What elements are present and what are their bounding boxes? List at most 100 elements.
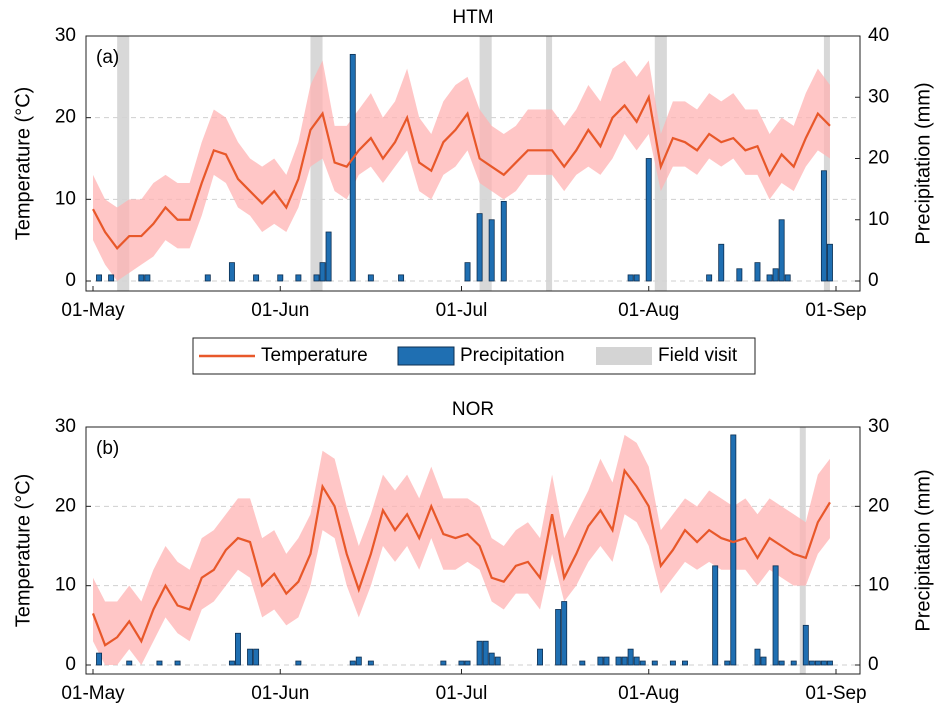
precip-bar xyxy=(500,200,507,282)
precip-bar xyxy=(682,660,688,666)
y-axis-label: Temperature (°C) xyxy=(12,474,34,628)
precip-bar xyxy=(826,660,833,666)
precip-bar xyxy=(126,660,133,666)
precip-bar xyxy=(458,660,465,666)
precip-bar xyxy=(645,158,652,282)
y-tick-label: 20 xyxy=(55,107,76,128)
precip-bar xyxy=(820,170,827,282)
precip-bar xyxy=(561,601,568,666)
y-axis-label: Temperature (°C) xyxy=(12,87,34,241)
y-tick-label: 0 xyxy=(65,654,76,675)
precip-bar xyxy=(760,656,767,666)
y2-axis-label: Precipitation (mm) xyxy=(912,469,934,631)
panel-label: (a) xyxy=(96,47,119,68)
precip-bar xyxy=(754,648,761,666)
precip-bar xyxy=(313,274,320,282)
y2-tick-label: 10 xyxy=(868,575,889,596)
temperature-line xyxy=(92,93,831,251)
legend-box xyxy=(192,337,756,375)
precip-bar xyxy=(712,565,719,666)
x-tick-label: 01-Jun xyxy=(251,683,309,704)
precip-bar xyxy=(784,274,791,282)
plot-frame xyxy=(85,426,861,675)
precip-bar xyxy=(235,632,241,666)
x-tick-label: 01-May xyxy=(61,683,125,704)
precip-bar xyxy=(440,660,447,666)
y2-tick-label: 30 xyxy=(868,416,889,437)
precip-bar xyxy=(488,652,495,666)
precip-bar xyxy=(597,656,604,666)
precip-bar xyxy=(778,660,785,666)
precip-bar xyxy=(108,274,115,282)
legend: Temperature Precipitation Field visit xyxy=(192,337,756,375)
precip-bar xyxy=(724,660,731,666)
y2-tick-label: 0 xyxy=(868,654,879,675)
plot-frame xyxy=(85,35,861,292)
y2-tick-label: 20 xyxy=(868,148,889,169)
precip-bar xyxy=(754,262,761,282)
precip-bar xyxy=(96,652,103,666)
precip-bar xyxy=(367,274,374,282)
precip-bar xyxy=(826,243,833,282)
precip-bar xyxy=(802,624,809,666)
precip-bar xyxy=(144,274,151,282)
y2-tick-label: 30 xyxy=(868,86,889,107)
y2-tick-label: 0 xyxy=(868,270,879,291)
precip-bar xyxy=(736,268,743,282)
precip-bar xyxy=(476,640,483,666)
precip-bar xyxy=(355,656,362,666)
x-tick-label: 01-Sep xyxy=(805,300,866,321)
precip-bar xyxy=(555,609,562,666)
precip-bar xyxy=(482,640,489,666)
y2-tick-label: 40 xyxy=(868,25,889,46)
legend-swatch xyxy=(397,346,455,366)
x-tick-label: 01-May xyxy=(61,300,125,321)
x-tick-label: 01-Aug xyxy=(618,300,679,321)
precip-bar xyxy=(651,660,658,666)
precip-bar xyxy=(488,219,495,282)
legend-label: Temperature xyxy=(261,345,368,366)
legend-swatch xyxy=(596,347,652,365)
y-tick-label: 20 xyxy=(55,495,76,516)
precip-bar xyxy=(537,648,543,666)
y-tick-label: 0 xyxy=(65,270,76,291)
precip-bar xyxy=(772,268,779,282)
y-tick-label: 30 xyxy=(55,416,76,437)
panel-label: (b) xyxy=(96,438,119,459)
precip-bar xyxy=(464,262,471,282)
panel: 0 10 20 30 0 10 20 30 40 01-May 01-Jun 01-Jul 01-Aug… xyxy=(12,7,934,321)
precip-bar xyxy=(766,274,773,282)
precip-bar xyxy=(319,262,326,282)
precip-bar xyxy=(814,660,821,666)
precip-bar xyxy=(579,660,586,666)
precip-bar xyxy=(204,274,211,282)
precip-bar xyxy=(669,660,676,666)
field-visit xyxy=(823,36,830,291)
precip-bar xyxy=(138,274,145,282)
precip-bar xyxy=(247,648,254,666)
precip-bar xyxy=(349,660,356,666)
precip-bar xyxy=(603,656,610,666)
precip-bar xyxy=(367,660,374,666)
precip-bar xyxy=(627,648,634,666)
precip-bar xyxy=(228,660,235,666)
precip-bar xyxy=(398,274,405,282)
precip-bar xyxy=(615,656,622,666)
precip-bar xyxy=(156,660,163,666)
precip-bar xyxy=(778,219,785,282)
precip-bar xyxy=(295,660,302,666)
precip-bar xyxy=(627,274,634,282)
precip-bar xyxy=(772,565,779,666)
precip-bar xyxy=(295,274,302,282)
temperature-range xyxy=(93,434,830,665)
precip-bar xyxy=(633,656,640,666)
y2-axis-label: Precipitation (mm) xyxy=(912,82,934,244)
precip-bar xyxy=(349,53,356,282)
precip-bar xyxy=(621,656,628,666)
precip-bar xyxy=(730,434,737,666)
temperature-line xyxy=(91,468,831,647)
precip-bar xyxy=(464,660,471,666)
x-tick-label: 01-Jul xyxy=(436,300,488,321)
precip-bar xyxy=(228,262,235,282)
